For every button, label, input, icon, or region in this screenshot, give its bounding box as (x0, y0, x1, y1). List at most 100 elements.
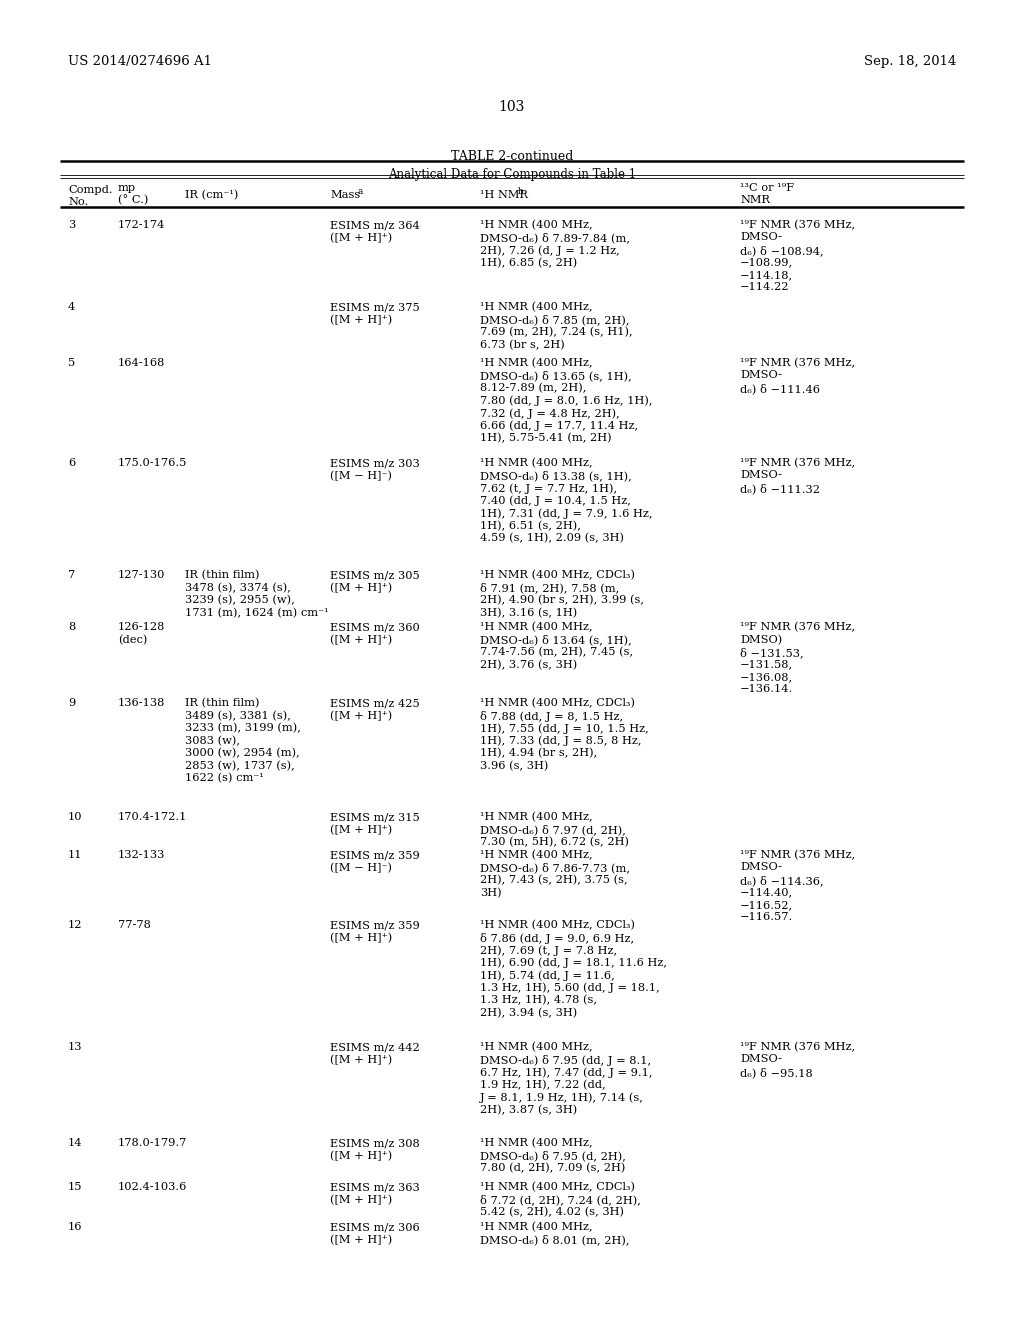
Text: DMSO-d₆) δ 7.86-7.73 (m,: DMSO-d₆) δ 7.86-7.73 (m, (480, 862, 630, 874)
Text: ¹H NMR (400 MHz,: ¹H NMR (400 MHz, (480, 812, 593, 822)
Text: ESIMS m/z 315: ESIMS m/z 315 (330, 812, 420, 822)
Text: ¹H NMR (400 MHz,: ¹H NMR (400 MHz, (480, 358, 593, 368)
Text: ([M + H]⁺): ([M + H]⁺) (330, 1195, 392, 1205)
Text: ([M − H]⁻): ([M − H]⁻) (330, 862, 392, 873)
Text: ¹H NMR (400 MHz, CDCl₃): ¹H NMR (400 MHz, CDCl₃) (480, 698, 635, 709)
Text: 12: 12 (68, 920, 83, 931)
Text: IR (cm⁻¹): IR (cm⁻¹) (185, 190, 239, 201)
Text: 7.40 (dd, J = 10.4, 1.5 Hz,: 7.40 (dd, J = 10.4, 1.5 Hz, (480, 495, 631, 506)
Text: Compd.: Compd. (68, 185, 113, 195)
Text: 5: 5 (68, 358, 75, 368)
Text: ¹H NMR (400 MHz, CDCl₃): ¹H NMR (400 MHz, CDCl₃) (480, 920, 635, 931)
Text: ([M + H]⁺): ([M + H]⁺) (330, 1151, 392, 1160)
Text: 1622 (s) cm⁻¹: 1622 (s) cm⁻¹ (185, 774, 264, 783)
Text: NMR: NMR (740, 195, 770, 205)
Text: ([M − H]⁻): ([M − H]⁻) (330, 470, 392, 480)
Text: ([M + H]⁺): ([M + H]⁺) (330, 710, 392, 721)
Text: 1H), 5.75-5.41 (m, 2H): 1H), 5.75-5.41 (m, 2H) (480, 433, 611, 444)
Text: DMSO-d₆) δ 8.01 (m, 2H),: DMSO-d₆) δ 8.01 (m, 2H), (480, 1234, 630, 1245)
Text: ([M + H]⁺): ([M + H]⁺) (330, 1234, 392, 1245)
Text: −114.18,: −114.18, (740, 271, 794, 280)
Text: ¹H NMR (400 MHz,: ¹H NMR (400 MHz, (480, 302, 593, 313)
Text: 2H), 3.87 (s, 3H): 2H), 3.87 (s, 3H) (480, 1105, 578, 1115)
Text: d₆) δ −111.46: d₆) δ −111.46 (740, 383, 820, 393)
Text: δ 7.91 (m, 2H), 7.58 (m,: δ 7.91 (m, 2H), 7.58 (m, (480, 582, 620, 593)
Text: 77-78: 77-78 (118, 920, 151, 931)
Text: TABLE 2-continued: TABLE 2-continued (451, 150, 573, 162)
Text: ¹H NMR (400 MHz,: ¹H NMR (400 MHz, (480, 1222, 593, 1233)
Text: 15: 15 (68, 1181, 83, 1192)
Text: ESIMS m/z 364: ESIMS m/z 364 (330, 220, 420, 230)
Text: 7.80 (d, 2H), 7.09 (s, 2H): 7.80 (d, 2H), 7.09 (s, 2H) (480, 1163, 626, 1173)
Text: ([M + H]⁺): ([M + H]⁺) (330, 582, 392, 593)
Text: ESIMS m/z 359: ESIMS m/z 359 (330, 920, 420, 931)
Text: DMSO-d₆) δ 13.64 (s, 1H),: DMSO-d₆) δ 13.64 (s, 1H), (480, 635, 632, 645)
Text: 1H), 6.90 (dd, J = 18.1, 11.6 Hz,: 1H), 6.90 (dd, J = 18.1, 11.6 Hz, (480, 957, 667, 968)
Text: −108.99,: −108.99, (740, 257, 794, 268)
Text: 1H), 7.33 (dd, J = 8.5, 8 Hz,: 1H), 7.33 (dd, J = 8.5, 8 Hz, (480, 735, 641, 746)
Text: No.: No. (68, 197, 88, 207)
Text: US 2014/0274696 A1: US 2014/0274696 A1 (68, 55, 212, 69)
Text: d₆) δ −108.94,: d₆) δ −108.94, (740, 246, 823, 256)
Text: −136.08,: −136.08, (740, 672, 794, 682)
Text: δ −131.53,: δ −131.53, (740, 647, 804, 657)
Text: 127-130: 127-130 (118, 570, 165, 579)
Text: 1H), 7.31 (dd, J = 7.9, 1.6 Hz,: 1H), 7.31 (dd, J = 7.9, 1.6 Hz, (480, 508, 652, 519)
Text: 132-133: 132-133 (118, 850, 165, 861)
Text: 7.62 (t, J = 7.7 Hz, 1H),: 7.62 (t, J = 7.7 Hz, 1H), (480, 483, 617, 494)
Text: (° C.): (° C.) (118, 195, 148, 206)
Text: ESIMS m/z 305: ESIMS m/z 305 (330, 570, 420, 579)
Text: ESIMS m/z 359: ESIMS m/z 359 (330, 850, 420, 861)
Text: 7.32 (d, J = 4.8 Hz, 2H),: 7.32 (d, J = 4.8 Hz, 2H), (480, 408, 620, 418)
Text: ESIMS m/z 442: ESIMS m/z 442 (330, 1041, 420, 1052)
Text: 170.4-172.1: 170.4-172.1 (118, 812, 187, 822)
Text: DMSO-d₆) δ 7.97 (d, 2H),: DMSO-d₆) δ 7.97 (d, 2H), (480, 825, 626, 836)
Text: ¹⁹F NMR (376 MHz,: ¹⁹F NMR (376 MHz, (740, 622, 855, 632)
Text: 3H), 3.16 (s, 1H): 3H), 3.16 (s, 1H) (480, 607, 578, 618)
Text: ESIMS m/z 425: ESIMS m/z 425 (330, 698, 420, 708)
Text: ¹H NMR (400 MHz,: ¹H NMR (400 MHz, (480, 1041, 593, 1052)
Text: −136.14.: −136.14. (740, 685, 794, 694)
Text: 2H), 4.90 (br s, 2H), 3.99 (s,: 2H), 4.90 (br s, 2H), 3.99 (s, (480, 595, 644, 606)
Text: 8.12-7.89 (m, 2H),: 8.12-7.89 (m, 2H), (480, 383, 587, 393)
Text: −131.58,: −131.58, (740, 660, 794, 669)
Text: 6.7 Hz, 1H), 7.47 (dd, J = 9.1,: 6.7 Hz, 1H), 7.47 (dd, J = 9.1, (480, 1067, 652, 1077)
Text: (dec): (dec) (118, 635, 147, 644)
Text: IR (thin film): IR (thin film) (185, 570, 259, 581)
Text: 3489 (s), 3381 (s),: 3489 (s), 3381 (s), (185, 710, 291, 721)
Text: −116.52,: −116.52, (740, 900, 794, 909)
Text: 6.73 (br s, 2H): 6.73 (br s, 2H) (480, 339, 565, 350)
Text: δ 7.86 (dd, J = 9.0, 6.9 Hz,: δ 7.86 (dd, J = 9.0, 6.9 Hz, (480, 932, 634, 944)
Text: ¹⁹F NMR (376 MHz,: ¹⁹F NMR (376 MHz, (740, 220, 855, 231)
Text: 3000 (w), 2954 (m),: 3000 (w), 2954 (m), (185, 748, 300, 759)
Text: DMSO-: DMSO- (740, 1055, 782, 1064)
Text: ESIMS m/z 360: ESIMS m/z 360 (330, 622, 420, 632)
Text: 175.0-176.5: 175.0-176.5 (118, 458, 187, 469)
Text: 3239 (s), 2955 (w),: 3239 (s), 2955 (w), (185, 595, 295, 606)
Text: 1731 (m), 1624 (m) cm⁻¹: 1731 (m), 1624 (m) cm⁻¹ (185, 607, 329, 618)
Text: ESIMS m/z 363: ESIMS m/z 363 (330, 1181, 420, 1192)
Text: ¹⁹F NMR (376 MHz,: ¹⁹F NMR (376 MHz, (740, 458, 855, 469)
Text: ¹H NMR (400 MHz, CDCl₃): ¹H NMR (400 MHz, CDCl₃) (480, 570, 635, 581)
Text: 4: 4 (68, 302, 75, 312)
Text: DMSO-d₆) δ 7.95 (dd, J = 8.1,: DMSO-d₆) δ 7.95 (dd, J = 8.1, (480, 1055, 651, 1065)
Text: ESIMS m/z 306: ESIMS m/z 306 (330, 1222, 420, 1232)
Text: ([M + H]⁺): ([M + H]⁺) (330, 635, 392, 645)
Text: 1H), 6.51 (s, 2H),: 1H), 6.51 (s, 2H), (480, 520, 581, 531)
Text: 16: 16 (68, 1222, 83, 1232)
Text: ([M + H]⁺): ([M + H]⁺) (330, 232, 392, 243)
Text: ¹H NMR (400 MHz,: ¹H NMR (400 MHz, (480, 458, 593, 469)
Text: 1H), 6.85 (s, 2H): 1H), 6.85 (s, 2H) (480, 257, 578, 268)
Text: 103: 103 (499, 100, 525, 114)
Text: 7.74-7.56 (m, 2H), 7.45 (s,: 7.74-7.56 (m, 2H), 7.45 (s, (480, 647, 633, 657)
Text: −116.57.: −116.57. (740, 912, 794, 923)
Text: d₆) δ −114.36,: d₆) δ −114.36, (740, 875, 823, 886)
Text: 2H), 7.26 (d, J = 1.2 Hz,: 2H), 7.26 (d, J = 1.2 Hz, (480, 246, 620, 256)
Text: ([M + H]⁺): ([M + H]⁺) (330, 1055, 392, 1065)
Text: J = 8.1, 1.9 Hz, 1H), 7.14 (s,: J = 8.1, 1.9 Hz, 1H), 7.14 (s, (480, 1092, 644, 1102)
Text: ¹H NMR (400 MHz,: ¹H NMR (400 MHz, (480, 1138, 593, 1148)
Text: 2H), 7.43 (s, 2H), 3.75 (s,: 2H), 7.43 (s, 2H), 3.75 (s, (480, 875, 628, 886)
Text: ESIMS m/z 308: ESIMS m/z 308 (330, 1138, 420, 1148)
Text: ¹⁹F NMR (376 MHz,: ¹⁹F NMR (376 MHz, (740, 358, 855, 368)
Text: b: b (518, 187, 523, 195)
